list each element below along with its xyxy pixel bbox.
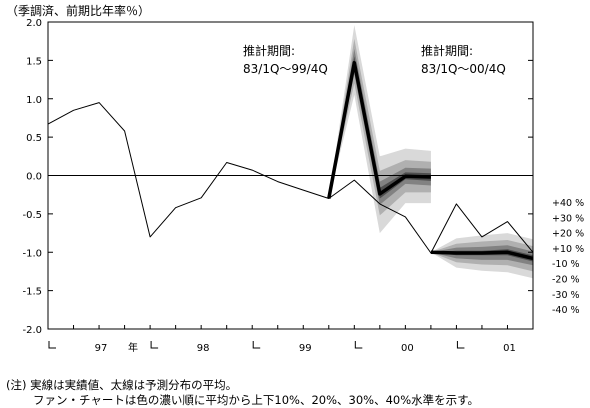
axes <box>47 21 534 349</box>
annotation-2-period: 83/1Q～00/4Q <box>421 62 506 76</box>
forecast-mean-2-line <box>430 250 534 261</box>
note-line-1: (注) 実線は実績値、太線は予測分布の平均。 <box>6 378 238 392</box>
x-year-label: 97 <box>95 343 108 354</box>
y-tick-label: -2.0 <box>22 325 42 336</box>
year-bracket <box>456 341 465 349</box>
band-legend-label: +40 % <box>552 198 584 209</box>
year-bracket <box>48 341 56 349</box>
y-tick-label: 2.0 <box>26 18 42 29</box>
x-year-label: 01 <box>503 343 516 354</box>
series-lines <box>47 60 534 261</box>
band-legend-label: -30 % <box>552 290 580 301</box>
year-bracket <box>150 341 159 349</box>
band-legend-label: -40 % <box>552 305 580 316</box>
axis-labels: 2.0 1.5 1.0 0.5 0.0 -0.5 -1.0 -1.5 -2.0 97 年 98 99 00… <box>22 18 584 354</box>
annotation-1-period: 83/1Q～99/4Q <box>243 62 328 76</box>
x-year-label: 00 <box>401 343 414 354</box>
annotation-2-title: 推計期間: <box>421 43 473 58</box>
y-tick-label: 1.0 <box>26 95 42 106</box>
annotation-1-title: 推計期間: <box>243 43 295 58</box>
y-tick-label: 1.5 <box>26 56 42 67</box>
actual-thin-line <box>47 102 534 254</box>
band-legend-label: -20 % <box>552 275 580 286</box>
x-year-label: 年 <box>128 341 138 354</box>
y-tick-label: -1.0 <box>22 248 42 259</box>
y-tick-label: -0.5 <box>22 210 42 221</box>
y-tick-label: 0.5 <box>26 133 42 144</box>
x-year-label: 98 <box>197 343 210 354</box>
y-tick-label: -1.5 <box>22 287 42 298</box>
year-bracket <box>252 341 261 349</box>
y-tick-label: 0.0 <box>26 172 42 183</box>
band-legend-label: +10 % <box>552 244 584 255</box>
note-line-2: ファン・チャートは色の濃い順に平均から上下10%、20%、30%、40%水準を示… <box>33 393 479 407</box>
forecast-mean-1-line <box>327 60 431 199</box>
unit-label: （季調済、前期比年率％） <box>6 3 150 18</box>
band-legend-label: -10 % <box>552 259 580 270</box>
band-legend-label: +20 % <box>552 229 584 240</box>
band-legend-label: +30 % <box>552 213 584 224</box>
year-bracket <box>354 341 363 349</box>
x-year-label: 99 <box>299 343 312 354</box>
